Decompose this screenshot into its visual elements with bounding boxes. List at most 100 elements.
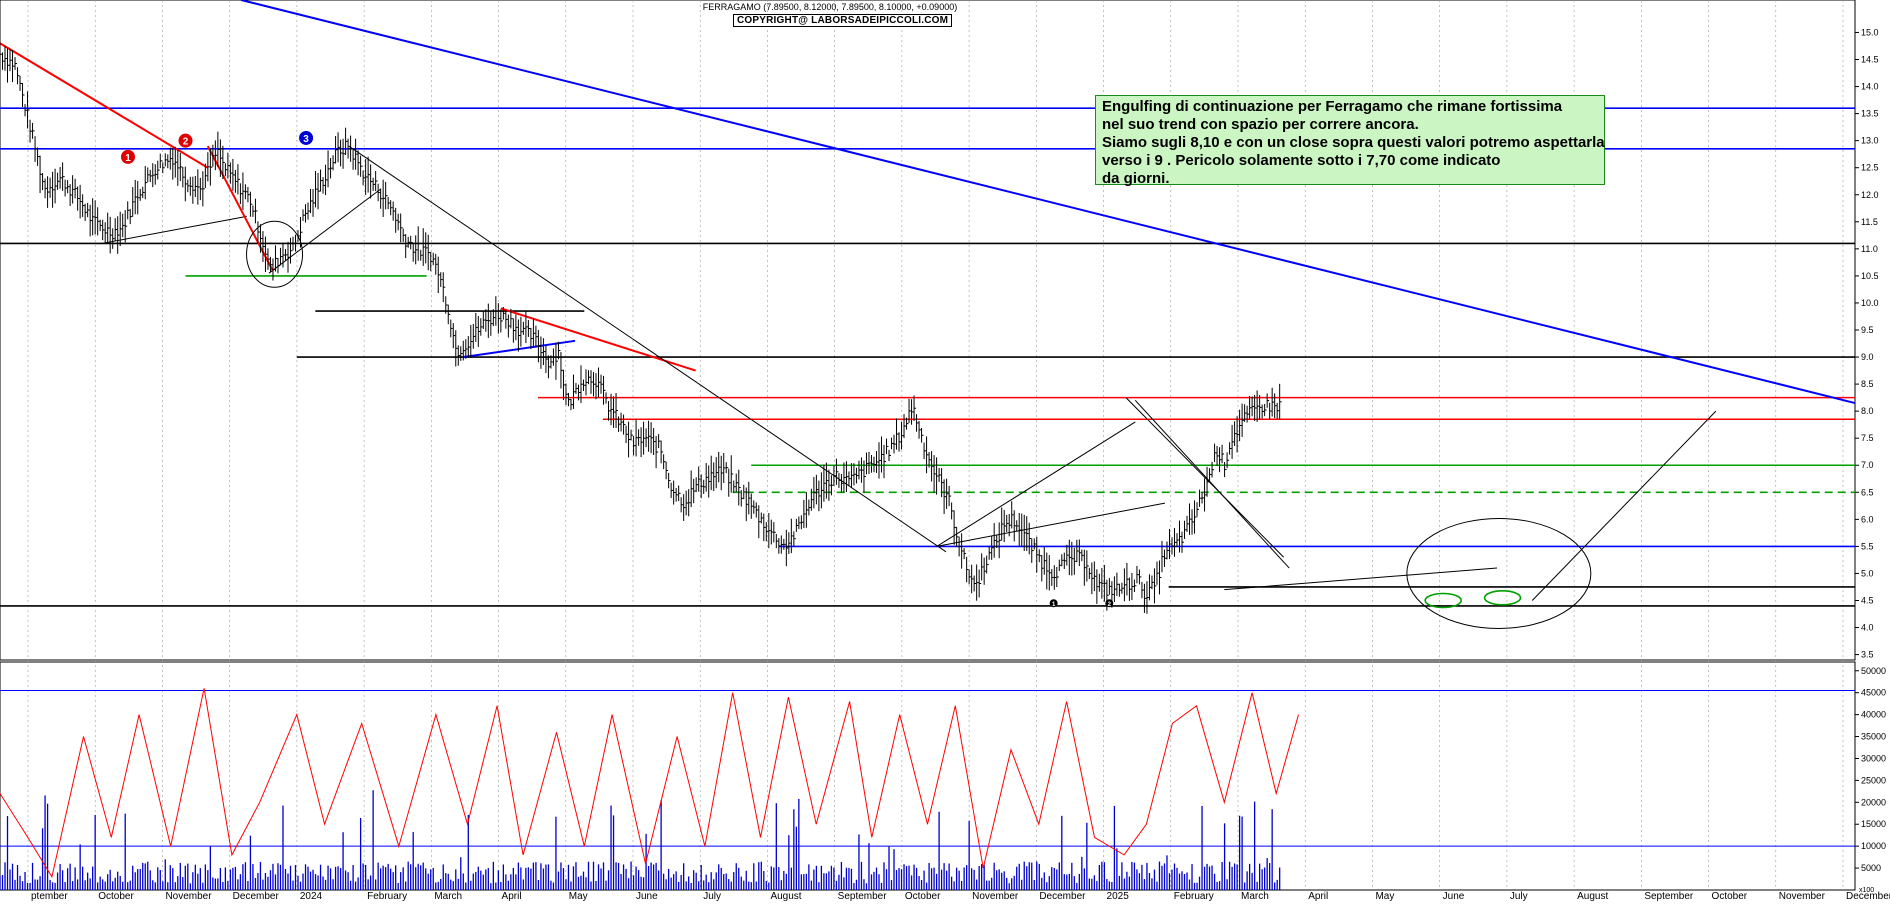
price-tick-label: 4.0 xyxy=(1861,623,1874,633)
annotation-line: Siamo sugli 8,10 e con un close sopra qu… xyxy=(1102,134,1605,151)
marker-label: 1 xyxy=(125,153,131,164)
annotation-line: verso i 9 . Pericolo solamente sotto i 7… xyxy=(1102,152,1501,169)
x-tick-label: 2025 xyxy=(1107,891,1130,902)
x-tick-label: October xyxy=(98,891,134,902)
marker-badge xyxy=(178,133,193,148)
x-tick-label: November xyxy=(1779,891,1826,902)
pattern-circle xyxy=(246,220,304,288)
trend-line xyxy=(463,339,576,359)
x-tick-label: February xyxy=(1174,891,1214,902)
trend-line xyxy=(1134,399,1290,569)
x-tick-label: April xyxy=(1308,891,1328,902)
x-tick-label: May xyxy=(569,891,588,902)
volume-tick-label: 40000 xyxy=(1861,710,1886,720)
trend-line xyxy=(1531,410,1717,601)
price-tick-label: 10.5 xyxy=(1861,271,1879,281)
price-tick-label: 4.5 xyxy=(1861,595,1874,605)
trend-line xyxy=(1224,567,1498,591)
x-tick-label: June xyxy=(1443,891,1465,902)
x-tick-label: August xyxy=(1577,891,1608,902)
price-tick-label: 7.0 xyxy=(1861,460,1874,470)
trend-line xyxy=(240,0,1856,405)
x-tick-label: March xyxy=(1241,891,1269,902)
price-tick-label: 8.5 xyxy=(1861,379,1874,389)
annotation-line: nel suo trend con spazio per correre anc… xyxy=(1102,116,1419,133)
price-tick-label: 9.0 xyxy=(1861,352,1874,362)
trend-line xyxy=(936,502,1166,547)
volume-tick-label: 45000 xyxy=(1861,688,1886,698)
pattern-circle xyxy=(1406,517,1592,629)
price-tick-label: 13.0 xyxy=(1861,136,1879,146)
pattern-circle xyxy=(1483,589,1522,606)
price-tick-label: 13.5 xyxy=(1861,109,1879,119)
marker-label: 2 xyxy=(183,137,189,148)
x-tick-label: May xyxy=(1375,891,1394,902)
x-tick-label: December xyxy=(1039,891,1086,902)
x-tick-label: June xyxy=(636,891,658,902)
volume-tick-label: 30000 xyxy=(1861,753,1886,763)
x-tick-label: March xyxy=(434,891,462,902)
marker-badge xyxy=(120,149,135,164)
price-tick-label: 14.0 xyxy=(1861,82,1879,92)
price-tick-label: 6.5 xyxy=(1861,487,1874,497)
price-tick-label: 15.0 xyxy=(1861,27,1879,37)
x-tick-label: September xyxy=(838,891,888,902)
price-tick-label: 11.5 xyxy=(1861,217,1878,227)
volume-panel-frame xyxy=(0,661,1856,891)
volume-moving-average xyxy=(0,688,1299,879)
price-tick-label: 3.5 xyxy=(1861,650,1874,660)
price-tick-label: 12.0 xyxy=(1861,190,1879,200)
x-tick-label: November xyxy=(972,891,1019,902)
x-tick-label: July xyxy=(703,891,721,902)
annotation-line: Engulfing di continuazione per Ferragamo… xyxy=(1102,98,1563,115)
marker-badge xyxy=(1049,599,1058,608)
trend-line xyxy=(1125,397,1285,558)
volume-tick-label: 15000 xyxy=(1861,819,1886,829)
price-tick-label: 9.5 xyxy=(1861,325,1874,335)
price-tick-label: 14.5 xyxy=(1861,55,1879,65)
price-tick-label: 8.0 xyxy=(1861,406,1874,416)
volume-tick-label: 50000 xyxy=(1861,666,1886,676)
trend-line xyxy=(206,145,274,271)
price-tick-label: 11.0 xyxy=(1861,244,1878,254)
x-tick-label: December xyxy=(233,891,280,902)
x-tick-label: July xyxy=(1510,891,1528,902)
marker-badge xyxy=(1105,599,1114,608)
trend-line xyxy=(936,421,1136,547)
trend-line xyxy=(101,215,247,244)
annotation-line: da giorni. xyxy=(1102,170,1170,187)
volume-scale-label: x100 xyxy=(1859,887,1874,894)
ticker-line: FERRAGAMO (7.89500, 8.12000, 7.89500, 8.… xyxy=(702,2,958,12)
annotation-box: Engulfing di continuazione per Ferragamo… xyxy=(1095,95,1605,187)
x-tick-label: ptember xyxy=(31,891,68,902)
volume-tick-label: 25000 xyxy=(1861,775,1886,785)
volume-tick-label: 10000 xyxy=(1861,841,1886,851)
x-tick-label: February xyxy=(367,891,407,902)
marker-label: 2 xyxy=(1108,602,1112,608)
trend-line xyxy=(348,145,947,553)
x-tick-label: October xyxy=(905,891,941,902)
price-tick-label: 7.5 xyxy=(1861,433,1874,443)
x-tick-label: October xyxy=(1712,891,1748,902)
marker-label: 3 xyxy=(303,134,309,145)
volume-tick-label: 5000 xyxy=(1861,863,1881,873)
x-tick-label: 2024 xyxy=(300,891,323,902)
x-tick-label: April xyxy=(502,891,522,902)
x-tick-label: August xyxy=(770,891,801,902)
trend-line xyxy=(0,42,209,169)
price-tick-label: 6.0 xyxy=(1861,514,1874,524)
volume-tick-label: 35000 xyxy=(1861,732,1886,742)
price-tick-label: 10.0 xyxy=(1861,298,1879,308)
trend-line xyxy=(500,307,696,372)
marker-label: 1 xyxy=(1052,602,1056,608)
price-tick-label: 12.5 xyxy=(1861,163,1879,173)
marker-badge xyxy=(299,130,314,145)
copyright-label: COPYRIGHT@ LABORSADEIPICCOLI.COM xyxy=(733,14,953,27)
pattern-circle xyxy=(1424,592,1462,609)
x-tick-label: November xyxy=(165,891,212,902)
price-tick-label: 5.0 xyxy=(1861,568,1874,578)
x-tick-label: September xyxy=(1644,891,1694,902)
price-tick-label: 5.5 xyxy=(1861,541,1874,551)
